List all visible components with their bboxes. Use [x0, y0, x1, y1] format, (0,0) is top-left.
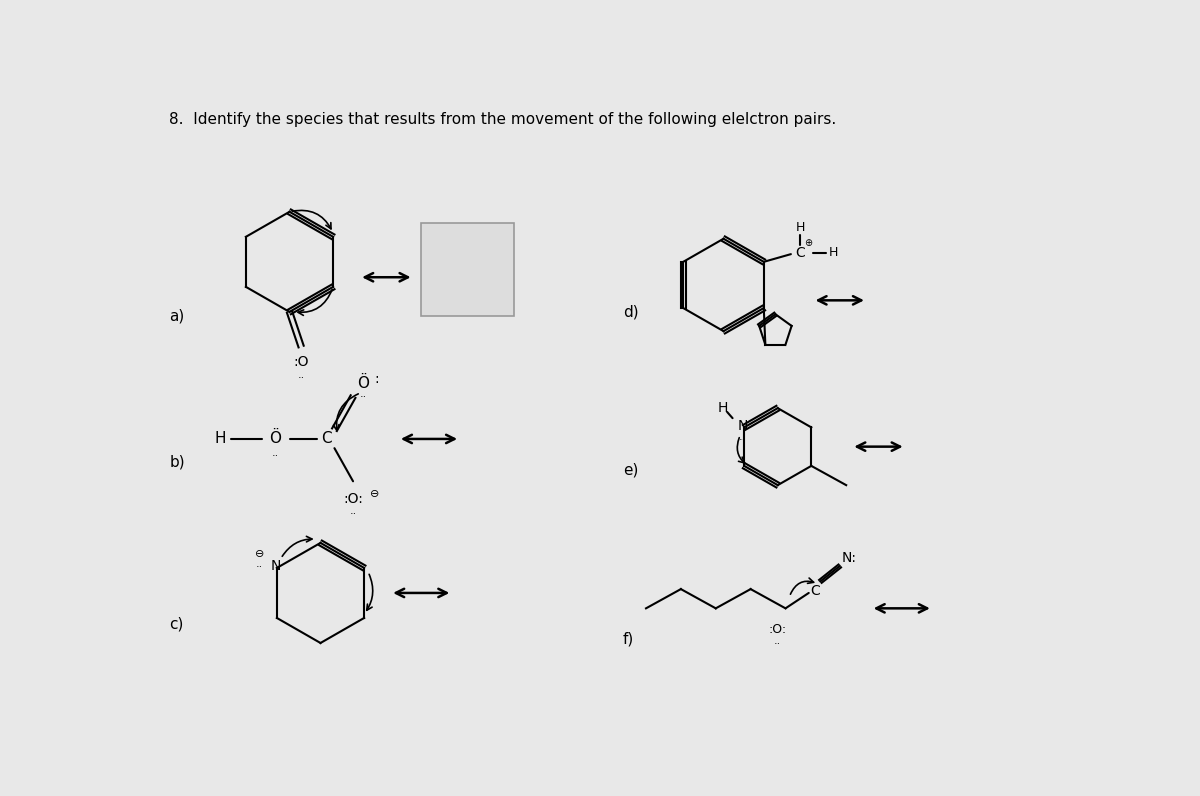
- Text: :O:: :O:: [343, 492, 362, 506]
- Text: e): e): [623, 462, 638, 478]
- Text: b): b): [169, 455, 185, 470]
- Text: ..: ..: [774, 637, 781, 646]
- Text: ..: ..: [272, 448, 280, 458]
- Text: N: N: [270, 560, 281, 573]
- Text: c): c): [169, 616, 184, 631]
- Text: ..: ..: [349, 506, 356, 517]
- Text: H: H: [796, 220, 805, 234]
- Text: :O:: :O:: [769, 623, 787, 636]
- Text: ..: ..: [256, 559, 264, 569]
- Text: Ö: Ö: [270, 431, 282, 447]
- Bar: [421, 224, 515, 316]
- Text: :: :: [374, 372, 379, 386]
- Text: H: H: [718, 401, 727, 416]
- Text: ⊕: ⊕: [804, 237, 812, 248]
- Text: C: C: [810, 584, 820, 599]
- Text: ⊖: ⊖: [370, 490, 379, 499]
- Text: ⊖: ⊖: [256, 549, 264, 559]
- Text: C: C: [796, 246, 805, 259]
- Text: Ö: Ö: [358, 376, 370, 391]
- Text: :O: :O: [293, 355, 308, 369]
- Text: ..: ..: [360, 389, 367, 400]
- Text: N: N: [738, 419, 748, 433]
- Text: f): f): [623, 632, 634, 646]
- Text: ..: ..: [739, 431, 746, 442]
- Text: 8.  Identify the species that results from the movement of the following elelctr: 8. Identify the species that results fro…: [169, 111, 836, 127]
- Text: H: H: [214, 431, 226, 447]
- Text: ..: ..: [298, 370, 305, 380]
- Text: C: C: [322, 431, 332, 447]
- Text: a): a): [169, 308, 185, 323]
- Text: d): d): [623, 304, 638, 319]
- Text: H: H: [829, 246, 839, 259]
- Text: N:: N:: [841, 552, 857, 565]
